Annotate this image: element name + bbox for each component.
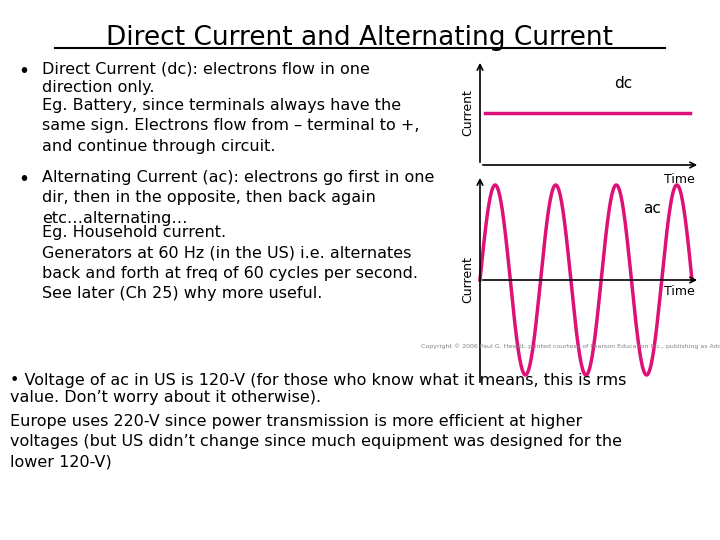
- Text: Current: Current: [461, 256, 474, 303]
- Text: Direct Current (dc): electrons flow in one: Direct Current (dc): electrons flow in o…: [42, 62, 370, 77]
- Text: direction only.: direction only.: [42, 80, 155, 95]
- Text: •: •: [18, 62, 29, 81]
- Text: Europe uses 220-V since power transmission is more efficient at higher
voltages : Europe uses 220-V since power transmissi…: [10, 414, 622, 470]
- Text: value. Don’t worry about it otherwise).: value. Don’t worry about it otherwise).: [10, 390, 321, 405]
- Text: • Voltage of ac in US is 120-V (for those who know what it means, this is rms: • Voltage of ac in US is 120-V (for thos…: [10, 373, 626, 388]
- Text: Current: Current: [461, 89, 474, 136]
- Text: Eg. Battery, since terminals always have the
same sign. Electrons flow from – te: Eg. Battery, since terminals always have…: [42, 98, 420, 154]
- Text: dc: dc: [614, 76, 632, 91]
- Text: Copyright © 2006 Paul G. Hewitt, printed courtesy of Pearson Education Inc., pub: Copyright © 2006 Paul G. Hewitt, printed…: [421, 343, 720, 349]
- Text: Eg. Household current.
Generators at 60 Hz (in the US) i.e. alternates
back and : Eg. Household current. Generators at 60 …: [42, 225, 418, 301]
- Text: ac: ac: [643, 201, 660, 216]
- Text: Time: Time: [665, 173, 695, 186]
- Text: Direct Current and Alternating Current: Direct Current and Alternating Current: [107, 25, 613, 51]
- Text: Alternating Current (ac): electrons go first in one
dir, then in the opposite, t: Alternating Current (ac): electrons go f…: [42, 170, 434, 226]
- Text: Time: Time: [665, 285, 695, 298]
- Text: •: •: [18, 170, 29, 189]
